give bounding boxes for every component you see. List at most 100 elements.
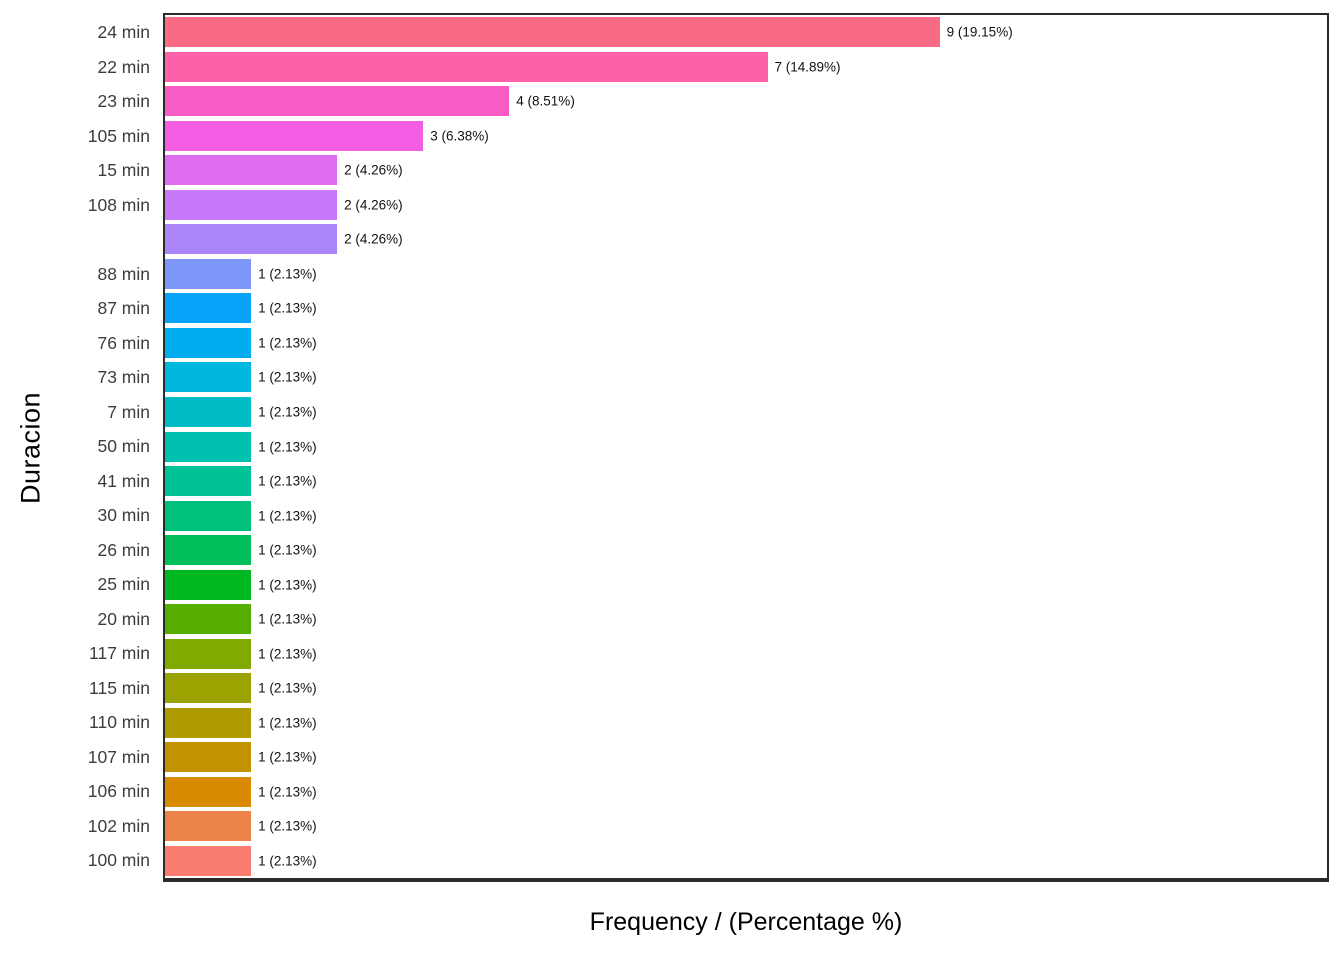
bar-value-label: 1 (2.13%) xyxy=(258,577,317,593)
y-tick-label: 22 min xyxy=(97,56,150,77)
bar xyxy=(165,811,252,842)
bar-value-label: 3 (6.38%) xyxy=(430,128,489,144)
bar-value-label: 1 (2.13%) xyxy=(258,542,317,558)
x-axis-title: Frequency / (Percentage %) xyxy=(589,908,903,936)
y-tick-label: 106 min xyxy=(87,781,150,802)
bar-value-label: 1 (2.13%) xyxy=(258,749,317,765)
bar xyxy=(165,742,252,773)
bar-row: 2 (4.26%) xyxy=(165,224,1327,255)
bar xyxy=(165,86,510,117)
y-tick-label: 88 min xyxy=(97,263,150,284)
bar-value-label: 2 (4.26%) xyxy=(344,162,403,178)
y-tick-label: 24 min xyxy=(97,22,150,42)
bar xyxy=(165,431,252,462)
bar xyxy=(165,500,252,531)
y-tick-label: 23 min xyxy=(97,91,150,112)
bar xyxy=(165,293,252,324)
bar-row: 2 (4.26%) xyxy=(165,155,1327,186)
bar-row: 9 (19.15%) xyxy=(165,17,1327,48)
y-tick-label: 105 min xyxy=(87,125,150,146)
bar-row: 1 (2.13%) xyxy=(165,811,1327,842)
bar-value-label: 1 (2.13%) xyxy=(258,473,317,489)
bar-row: 1 (2.13%) xyxy=(165,500,1327,531)
bar-row: 1 (2.13%) xyxy=(165,258,1327,289)
y-tick-label: 30 min xyxy=(97,505,150,526)
bar-value-label: 1 (2.13%) xyxy=(258,335,317,351)
bar-value-label: 1 (2.13%) xyxy=(258,853,317,869)
bar-row: 7 (14.89%) xyxy=(165,51,1327,82)
bar-row: 1 (2.13%) xyxy=(165,327,1327,358)
y-tick-label: 87 min xyxy=(97,298,150,319)
bar xyxy=(165,776,252,807)
bar-value-label: 9 (19.15%) xyxy=(946,24,1013,40)
bar xyxy=(165,569,252,600)
bar-value-label: 1 (2.13%) xyxy=(258,508,317,524)
bar-value-label: 1 (2.13%) xyxy=(258,784,317,800)
bar xyxy=(165,535,252,566)
bar-row: 2 (4.26%) xyxy=(165,189,1327,220)
bar-row: 1 (2.13%) xyxy=(165,466,1327,497)
bar-row: 1 (2.13%) xyxy=(165,431,1327,462)
y-tick-label: 50 min xyxy=(97,436,150,457)
bar-row: 1 (2.13%) xyxy=(165,742,1327,773)
y-tick-label: 73 min xyxy=(97,367,150,388)
bar-value-label: 1 (2.13%) xyxy=(258,818,317,834)
plot-area: 9 (19.15%) 7 (14.89%) 4 (8.51%) 3 (6.38%) 2 … xyxy=(163,13,1329,882)
bar xyxy=(165,466,252,497)
bar-row: 3 (6.38%) xyxy=(165,120,1327,151)
bar-row: 1 (2.13%) xyxy=(165,604,1327,635)
y-tick-label xyxy=(0,222,150,257)
bar-row: 1 (2.13%) xyxy=(165,673,1327,704)
bar-value-label: 2 (4.26%) xyxy=(344,231,403,247)
y-tick-label: 7 min xyxy=(107,401,150,422)
bar-value-label: 2 (4.26%) xyxy=(344,197,403,213)
bar-row: 1 (2.13%) xyxy=(165,293,1327,324)
y-tick-label: 25 min xyxy=(97,574,150,595)
bar xyxy=(165,362,252,393)
bar xyxy=(165,327,252,358)
bar-value-label: 1 (2.13%) xyxy=(258,715,317,731)
bar xyxy=(165,120,424,151)
bar xyxy=(165,17,940,48)
bar-value-label: 1 (2.13%) xyxy=(258,266,317,282)
bar xyxy=(165,604,252,635)
bar-row: 4 (8.51%) xyxy=(165,86,1327,117)
bar-value-label: 1 (2.13%) xyxy=(258,369,317,385)
bar xyxy=(165,707,252,738)
y-tick-label: 15 min xyxy=(97,160,150,181)
y-tick-label: 110 min xyxy=(89,712,150,733)
y-tick-label: 102 min xyxy=(87,815,150,836)
y-tick-label: 108 min xyxy=(87,194,150,215)
bar xyxy=(165,224,338,255)
y-tick-label: 20 min xyxy=(97,608,150,629)
bar-row: 1 (2.13%) xyxy=(165,569,1327,600)
bar xyxy=(165,673,252,704)
y-tick-label: 107 min xyxy=(87,746,150,767)
y-tick-label: 26 min xyxy=(97,539,150,560)
y-tick-label: 76 min xyxy=(97,332,150,353)
y-tick-label: 115 min xyxy=(89,677,150,698)
y-tick-label: 100 min xyxy=(87,850,150,871)
bar xyxy=(165,51,768,82)
bar-value-label: 1 (2.13%) xyxy=(258,439,317,454)
bar-value-label: 1 (2.13%) xyxy=(258,680,317,696)
y-tick-label: 41 min xyxy=(97,470,150,491)
bar-row: 1 (2.13%) xyxy=(165,776,1327,807)
bar-row: 1 (2.13%) xyxy=(165,535,1327,566)
bar xyxy=(165,845,252,876)
bar-value-label: 1 (2.13%) xyxy=(258,611,317,627)
y-tick-label: 117 min xyxy=(89,643,150,664)
bar xyxy=(165,396,252,427)
bar xyxy=(165,638,252,669)
bar-row: 1 (2.13%) xyxy=(165,638,1327,669)
bar xyxy=(165,258,252,289)
bar-value-label: 7 (14.89%) xyxy=(774,59,841,75)
bar-value-label: 4 (8.51%) xyxy=(516,93,575,109)
bar-value-label: 1 (2.13%) xyxy=(258,646,317,662)
bar xyxy=(165,189,338,220)
bar-value-label: 1 (2.13%) xyxy=(258,404,317,420)
bar-row: 1 (2.13%) xyxy=(165,396,1327,427)
bar xyxy=(165,155,338,186)
bar-value-label: 1 (2.13%) xyxy=(258,300,317,316)
